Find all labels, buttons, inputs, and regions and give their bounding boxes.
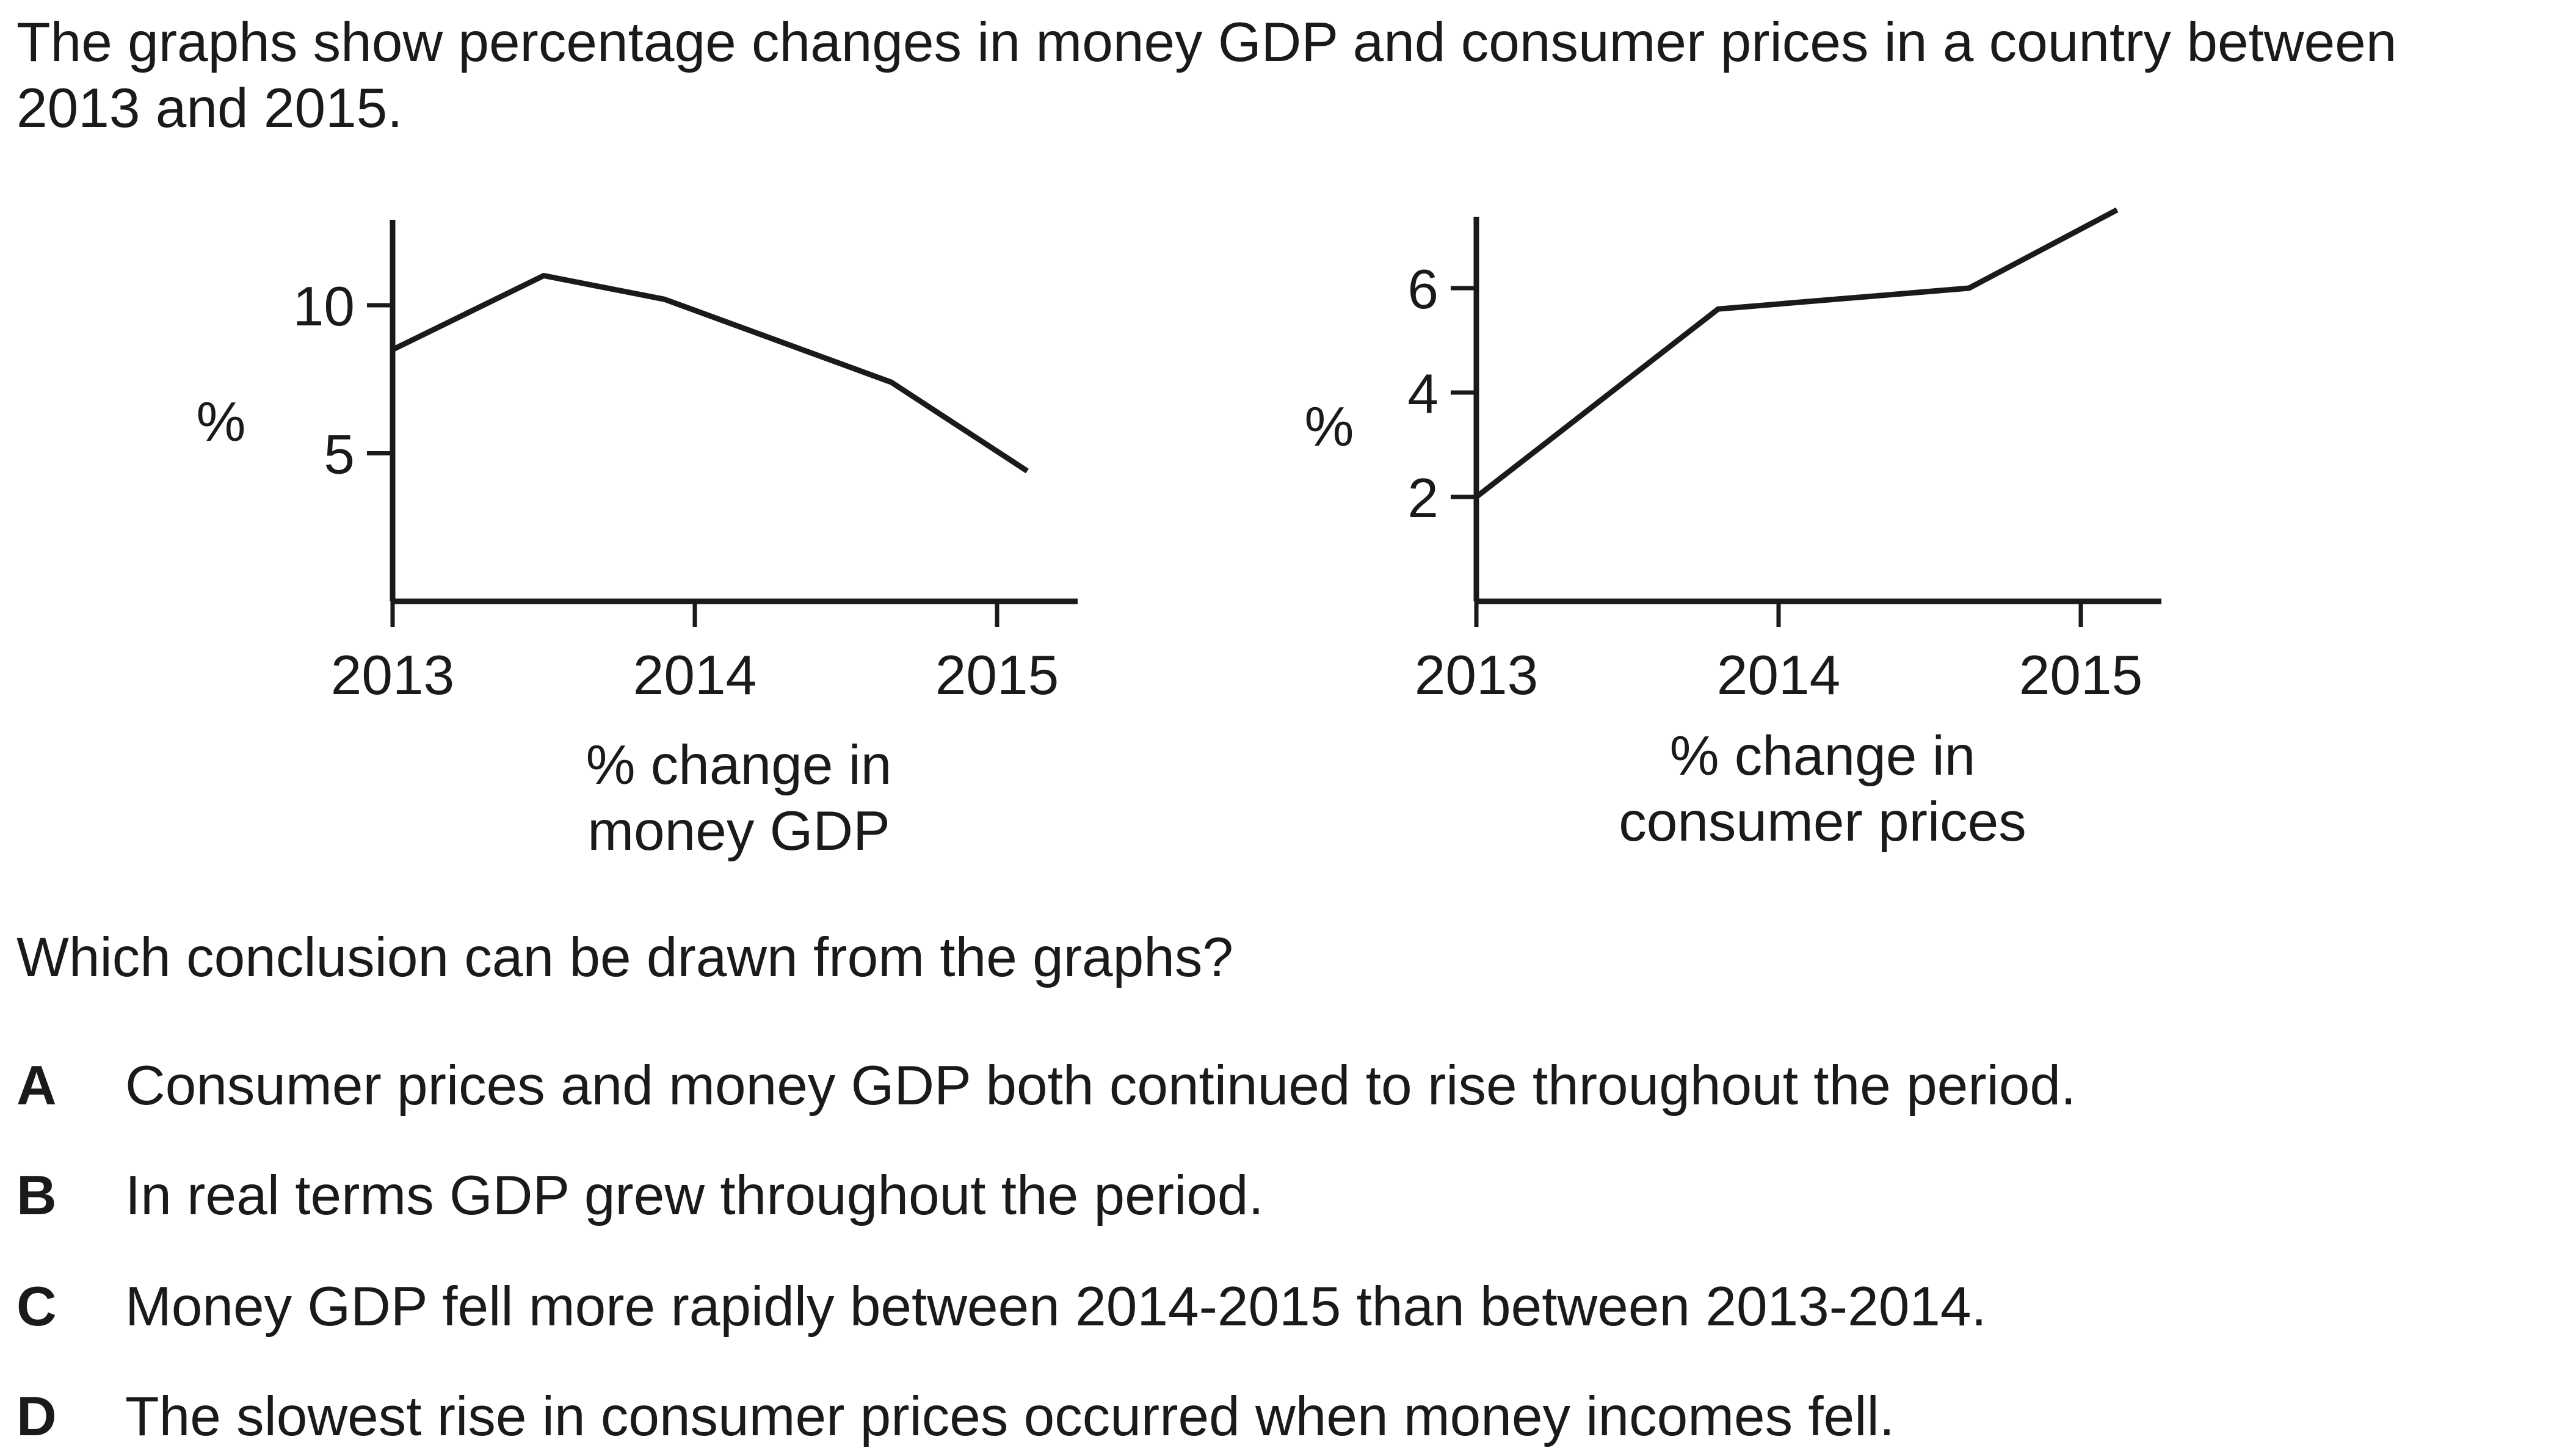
gdp-caption-line1: % change in: [586, 734, 892, 796]
option-c-letter: C: [16, 1276, 57, 1338]
option-a-text: Consumer prices and money GDP both conti…: [125, 1055, 2077, 1117]
y-tick-label: 6: [1407, 259, 1439, 321]
option-d-text: The slowest rise in consumer prices occu…: [125, 1386, 1895, 1447]
gdp-chart: 5 10 2013 2014 2015% % change in money GDP: [183, 201, 1343, 916]
y-tick-label: 5: [324, 424, 355, 486]
x-tick-label: 2014: [1717, 645, 1840, 706]
x-tick-label: 2013: [1415, 645, 1538, 706]
option-b-letter: B: [16, 1165, 57, 1226]
option-b-text: In real terms GDP grew throughout the pe…: [125, 1165, 1264, 1226]
x-tick-label: 2015: [2019, 645, 2142, 706]
y-tick-label: 4: [1407, 363, 1439, 425]
prices-chart-caption: % change in consumer prices: [1548, 723, 2097, 855]
question-text: Which conclusion can be drawn from the g…: [16, 927, 1233, 988]
option-c-text: Money GDP fell more rapidly between 2014…: [125, 1276, 1987, 1338]
x-tick-label: 2015: [935, 645, 1059, 706]
option-d-letter: D: [16, 1386, 57, 1447]
option-a-letter: A: [16, 1055, 57, 1117]
series-line: [1475, 207, 2119, 499]
y-tick-label: 10: [293, 276, 355, 338]
x-tick-label: 2013: [331, 645, 454, 706]
gdp-caption-line2: money GDP: [587, 800, 890, 862]
y-tick-label: 2: [1407, 468, 1439, 529]
intro-text: The graphs show percentage changes in mo…: [16, 12, 2397, 139]
x-tick-label: 2014: [633, 645, 756, 706]
prices-chart: 2 4 6 2013 2014 2015% % change in consumer pr…: [1270, 201, 2430, 916]
prices-chart-svg: 2 4 6 2013 2014 2015%: [1305, 207, 2161, 706]
y-axis-label: %: [197, 391, 246, 453]
series-line: [391, 273, 1029, 474]
gdp-chart-caption: % change in money GDP: [464, 733, 1014, 864]
prices-caption-line2: consumer prices: [1619, 791, 2026, 853]
y-axis-label: %: [1305, 396, 1354, 458]
prices-caption-line1: % change in: [1669, 725, 1976, 787]
gdp-chart-svg: 5 10 2013 2014 2015%: [197, 220, 1078, 706]
